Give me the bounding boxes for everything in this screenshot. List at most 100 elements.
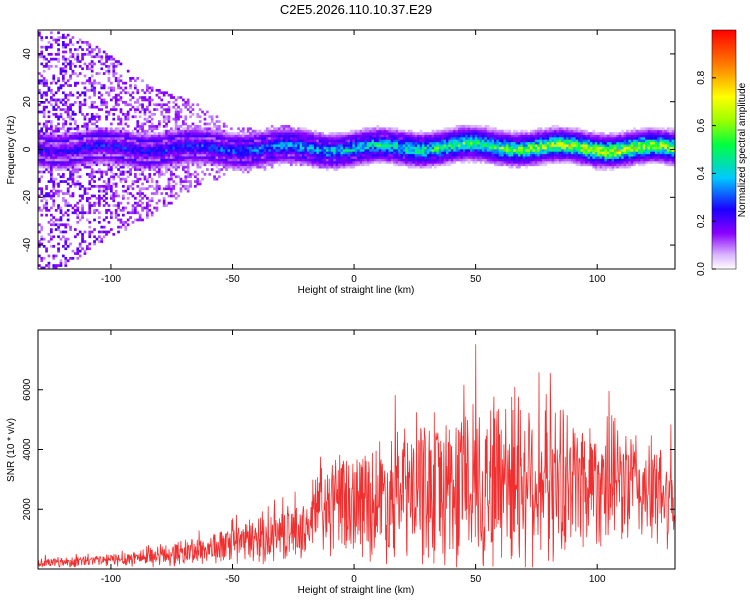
heatmap-cell bbox=[64, 180, 68, 183]
heatmap-cell bbox=[215, 115, 219, 119]
heatmap-cell bbox=[419, 139, 423, 143]
heatmap-cell bbox=[282, 137, 286, 140]
heatmap-cell bbox=[162, 120, 166, 123]
heatmap-cell bbox=[148, 199, 152, 203]
heatmap-cell bbox=[150, 213, 154, 217]
heatmap-cell bbox=[52, 199, 56, 203]
heatmap-cell bbox=[309, 161, 312, 164]
heatmap-cell bbox=[508, 144, 512, 147]
heatmap-cell bbox=[333, 139, 336, 143]
heatmap-cell bbox=[580, 146, 584, 150]
heatmap-cell bbox=[453, 134, 456, 138]
heatmap-cell bbox=[530, 134, 533, 138]
heatmap-cell bbox=[326, 153, 329, 157]
heatmap-cell bbox=[71, 249, 75, 253]
heatmap-cell bbox=[371, 156, 375, 159]
heatmap-cell bbox=[74, 101, 77, 104]
heatmap-cell bbox=[124, 163, 128, 167]
heatmap-cell bbox=[146, 206, 149, 210]
heatmap-cell bbox=[134, 151, 137, 155]
heatmap-cell bbox=[537, 158, 540, 162]
heatmap-cell bbox=[258, 156, 262, 159]
heatmap-cell bbox=[306, 153, 310, 157]
heatmap-cell bbox=[338, 165, 341, 169]
heatmap-cell bbox=[117, 60, 120, 63]
heatmap-cell bbox=[129, 211, 132, 215]
heatmap-cell bbox=[40, 93, 44, 97]
heatmap-cell bbox=[146, 146, 149, 150]
heatmap-cell bbox=[342, 163, 346, 167]
heatmap-cell bbox=[254, 134, 257, 138]
heatmap-cell bbox=[234, 146, 238, 150]
heatmap-cell bbox=[422, 144, 425, 147]
heatmap-cell bbox=[563, 129, 567, 133]
heatmap-cell bbox=[292, 153, 296, 157]
heatmap-cell bbox=[54, 149, 58, 152]
heatmap-cell bbox=[371, 149, 375, 152]
heatmap-cell bbox=[110, 163, 113, 167]
heatmap-cell bbox=[342, 151, 346, 155]
heatmap-cell bbox=[119, 146, 123, 150]
heatmap-cell bbox=[52, 77, 56, 80]
heatmap-cell bbox=[362, 144, 365, 147]
heatmap-cell bbox=[477, 158, 480, 162]
heatmap-cell bbox=[479, 149, 483, 152]
heatmap-cell bbox=[436, 141, 440, 145]
heatmap-cell bbox=[357, 158, 360, 162]
heatmap-cell bbox=[50, 144, 53, 147]
heatmap-cell bbox=[117, 168, 120, 171]
heatmap-cell bbox=[107, 151, 111, 155]
heatmap-cell bbox=[330, 158, 334, 162]
heatmap-cell bbox=[225, 146, 228, 150]
heatmap-cell bbox=[326, 149, 329, 152]
heatmap-cell bbox=[270, 161, 274, 164]
heatmap-cell bbox=[239, 146, 243, 150]
heatmap-cell bbox=[71, 206, 75, 210]
heatmap-cell bbox=[366, 127, 370, 131]
heatmap-cell bbox=[422, 137, 425, 140]
heatmap-cell bbox=[90, 170, 94, 174]
heatmap-cell bbox=[122, 206, 125, 210]
heatmap-cell bbox=[386, 139, 389, 143]
heatmap-cell bbox=[69, 170, 72, 174]
heatmap-cell bbox=[477, 129, 480, 133]
heatmap-cell bbox=[316, 141, 320, 145]
heatmap-cell bbox=[155, 93, 159, 97]
heatmap-cell bbox=[186, 129, 190, 133]
heatmap-cell bbox=[69, 163, 72, 167]
heatmap-cell bbox=[407, 151, 411, 155]
heatmap-cell bbox=[386, 134, 389, 138]
heatmap-cell bbox=[299, 139, 303, 143]
heatmap-cell bbox=[280, 132, 284, 135]
heatmap-cell bbox=[62, 122, 65, 126]
heatmap-cell bbox=[203, 139, 207, 143]
heatmap-cell bbox=[165, 132, 168, 135]
heatmap-cell bbox=[189, 151, 192, 155]
heatmap-cell bbox=[62, 55, 65, 59]
heatmap-cell bbox=[534, 161, 538, 164]
heatmap-cell bbox=[441, 161, 444, 164]
heatmap-cell bbox=[57, 158, 60, 162]
heatmap-cell bbox=[328, 158, 332, 162]
heatmap-cell bbox=[90, 62, 94, 66]
heatmap-cell bbox=[513, 137, 516, 140]
heatmap-cell bbox=[582, 137, 586, 140]
heatmap-cell bbox=[184, 132, 188, 135]
heatmap-cell bbox=[42, 158, 46, 162]
heatmap-cell bbox=[417, 163, 420, 167]
heatmap-cell bbox=[513, 153, 516, 157]
heatmap-cell bbox=[254, 158, 257, 162]
heatmap-cell bbox=[398, 137, 401, 140]
heatmap-cell bbox=[354, 163, 358, 167]
heatmap-cell bbox=[378, 153, 382, 157]
heatmap-cell bbox=[90, 194, 94, 198]
heatmap-cell bbox=[578, 139, 581, 143]
heatmap-cell bbox=[170, 156, 173, 159]
heatmap-cell bbox=[290, 146, 293, 150]
heatmap-cell bbox=[93, 122, 96, 126]
heatmap-cell bbox=[50, 177, 53, 181]
heatmap-cell bbox=[352, 156, 356, 159]
heatmap-cell bbox=[117, 103, 120, 107]
heatmap-cell bbox=[297, 129, 300, 133]
heatmap-cell bbox=[136, 168, 140, 171]
